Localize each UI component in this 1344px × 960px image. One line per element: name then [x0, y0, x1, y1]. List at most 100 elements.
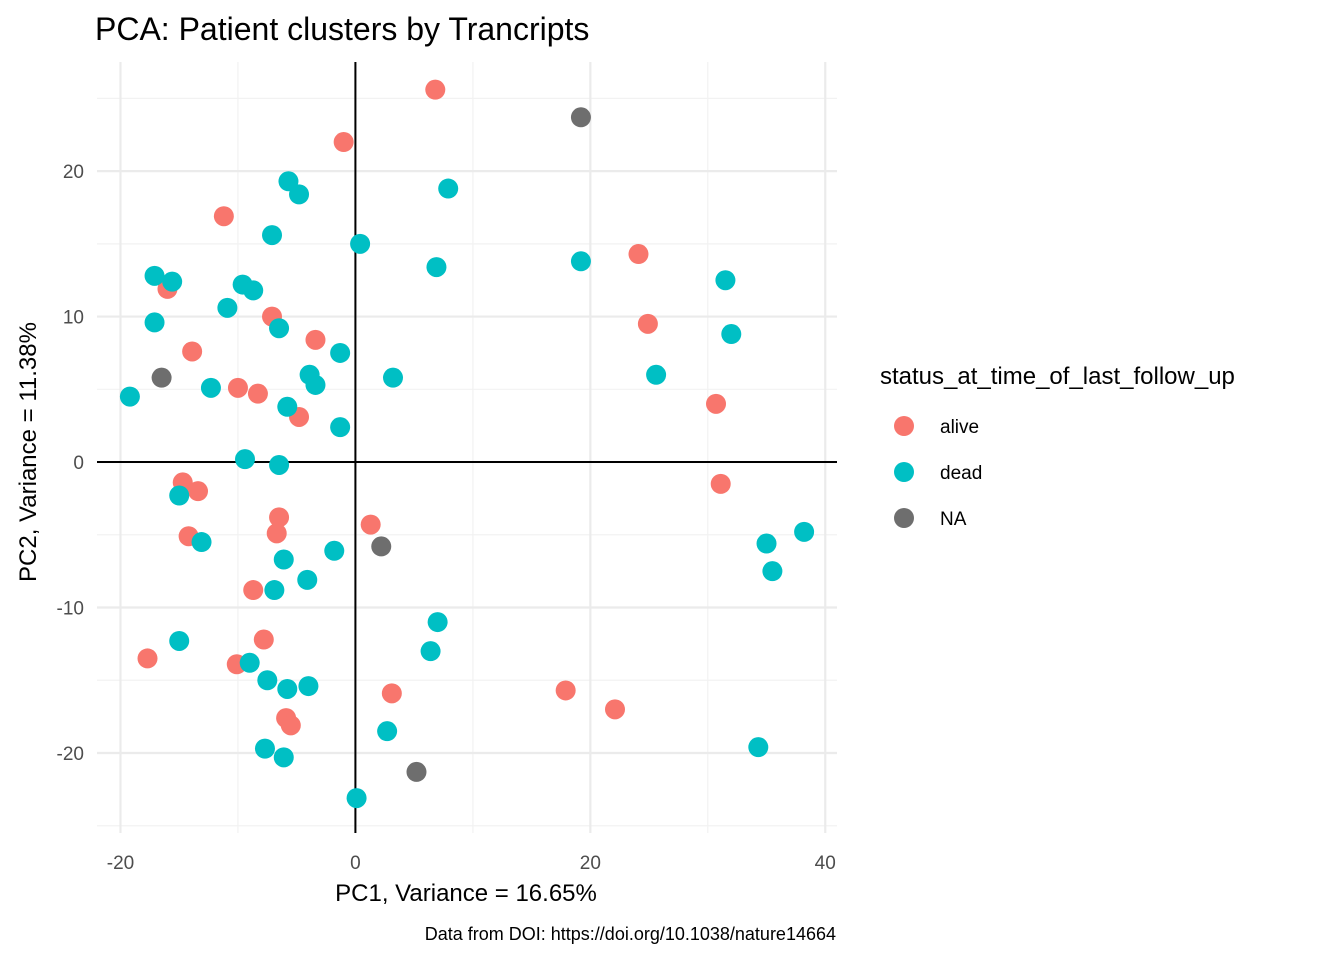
data-point-dead [305, 374, 326, 395]
data-point-dead [254, 738, 275, 759]
data-point-dead [119, 386, 140, 407]
data-point-dead [217, 297, 238, 318]
data-point-dead [235, 449, 255, 470]
data-point-dead [377, 721, 398, 742]
y-tick-label: 0 [73, 453, 84, 474]
data-point-dead [277, 396, 298, 417]
data-point-dead [169, 485, 190, 506]
data-point-dead [721, 324, 742, 345]
data-point-dead [426, 257, 447, 278]
data-point-dead [264, 580, 285, 601]
data-point-alive [628, 244, 649, 265]
data-point-dead [438, 178, 459, 199]
data-point-alive [213, 206, 234, 227]
data-point-alive [381, 683, 402, 704]
data-point-dead [420, 641, 441, 662]
legend-swatch-dead [894, 462, 914, 482]
data-point-dead [257, 670, 278, 691]
data-point-alive [605, 699, 625, 720]
data-point-dead [762, 561, 783, 582]
data-point-dead [273, 549, 294, 570]
data-point-dead [162, 271, 183, 292]
data-point-dead [243, 280, 264, 301]
data-point-dead [273, 747, 294, 768]
y-tick-label: -10 [57, 599, 84, 620]
legend-label-dead: dead [940, 463, 982, 484]
major-gridlines [97, 62, 837, 833]
data-point-alive [188, 481, 209, 502]
x-tick-label: 40 [815, 853, 836, 874]
data-point-alive [706, 393, 727, 414]
data-point-dead [715, 270, 736, 291]
data-point-alive [280, 715, 301, 736]
data-point-alive [425, 79, 446, 100]
x-tick-label: 0 [350, 853, 361, 874]
y-tick-label: 20 [63, 162, 84, 183]
y-tick-label: 10 [63, 308, 84, 329]
data-point-dead [330, 342, 351, 363]
data-point-dead [144, 312, 165, 333]
data-point-alive [555, 680, 576, 701]
legend-swatch-na [894, 508, 914, 528]
data-point-dead [756, 533, 777, 554]
data-point-alive [137, 648, 158, 669]
data-point-dead [239, 652, 260, 673]
data-point-alive [360, 514, 381, 535]
legend-label-alive: alive [940, 417, 979, 438]
data-point-alive [243, 580, 264, 601]
x-tick-label: 20 [580, 853, 601, 874]
data-point-dead [144, 265, 165, 286]
reference-lines [97, 62, 837, 833]
data-point-dead [330, 417, 351, 438]
data-point-dead [297, 569, 318, 590]
data-point-na [570, 107, 591, 128]
legend-entry-na: NA [894, 508, 967, 530]
data-point-dead [570, 251, 591, 272]
data-point-dead [277, 678, 298, 699]
data-point-dead [269, 454, 290, 475]
data-point-dead [200, 377, 221, 398]
data-point-na [151, 367, 172, 388]
minor-gridlines [97, 62, 837, 833]
legend-label-na: NA [940, 509, 967, 530]
data-point-dead [169, 630, 190, 651]
data-point-dead [298, 676, 319, 697]
data-point-dead [262, 225, 283, 246]
legend-entry-dead: dead [894, 462, 982, 484]
data-point-alive [305, 329, 326, 350]
data-point-alive [269, 507, 290, 528]
data-point-dead [289, 184, 310, 205]
data-point-dead [794, 521, 815, 542]
data-point-dead [383, 367, 403, 388]
data-point-alive [637, 313, 658, 334]
data-point-dead [346, 788, 367, 809]
data-point-alive [227, 377, 248, 398]
x-axis-title: PC1, Variance = 16.65% [335, 880, 597, 907]
data-point-dead [269, 318, 290, 339]
data-point-alive [710, 473, 731, 494]
data-point-na [406, 761, 427, 782]
data-point-dead [191, 532, 212, 553]
legend-swatch-alive [894, 416, 914, 436]
legend-entry-alive: alive [894, 416, 979, 438]
data-point-alive [253, 629, 274, 650]
legend-title: status_at_time_of_last_follow_up [880, 363, 1235, 390]
y-axis-title: PC2, Variance = 11.38% [15, 322, 42, 582]
data-point-dead [324, 540, 345, 561]
data-point-alive [333, 132, 354, 153]
data-point-dead [646, 364, 667, 385]
data-points [119, 79, 815, 809]
x-axis-ticks: -20 0 20 40 [107, 853, 836, 874]
data-point-dead [427, 612, 448, 633]
data-point-alive [182, 341, 203, 362]
data-point-alive [266, 523, 287, 544]
data-point-dead [748, 737, 769, 758]
data-point-alive [247, 383, 268, 404]
data-point-na [371, 536, 392, 557]
legend: status_at_time_of_last_follow_up alive d… [880, 363, 1235, 530]
chart-title: PCA: Patient clusters by Trancripts [95, 11, 589, 47]
y-tick-label: -20 [57, 744, 84, 765]
data-point-dead [350, 233, 371, 254]
y-axis-ticks: -20 -10 0 10 20 [57, 162, 84, 765]
